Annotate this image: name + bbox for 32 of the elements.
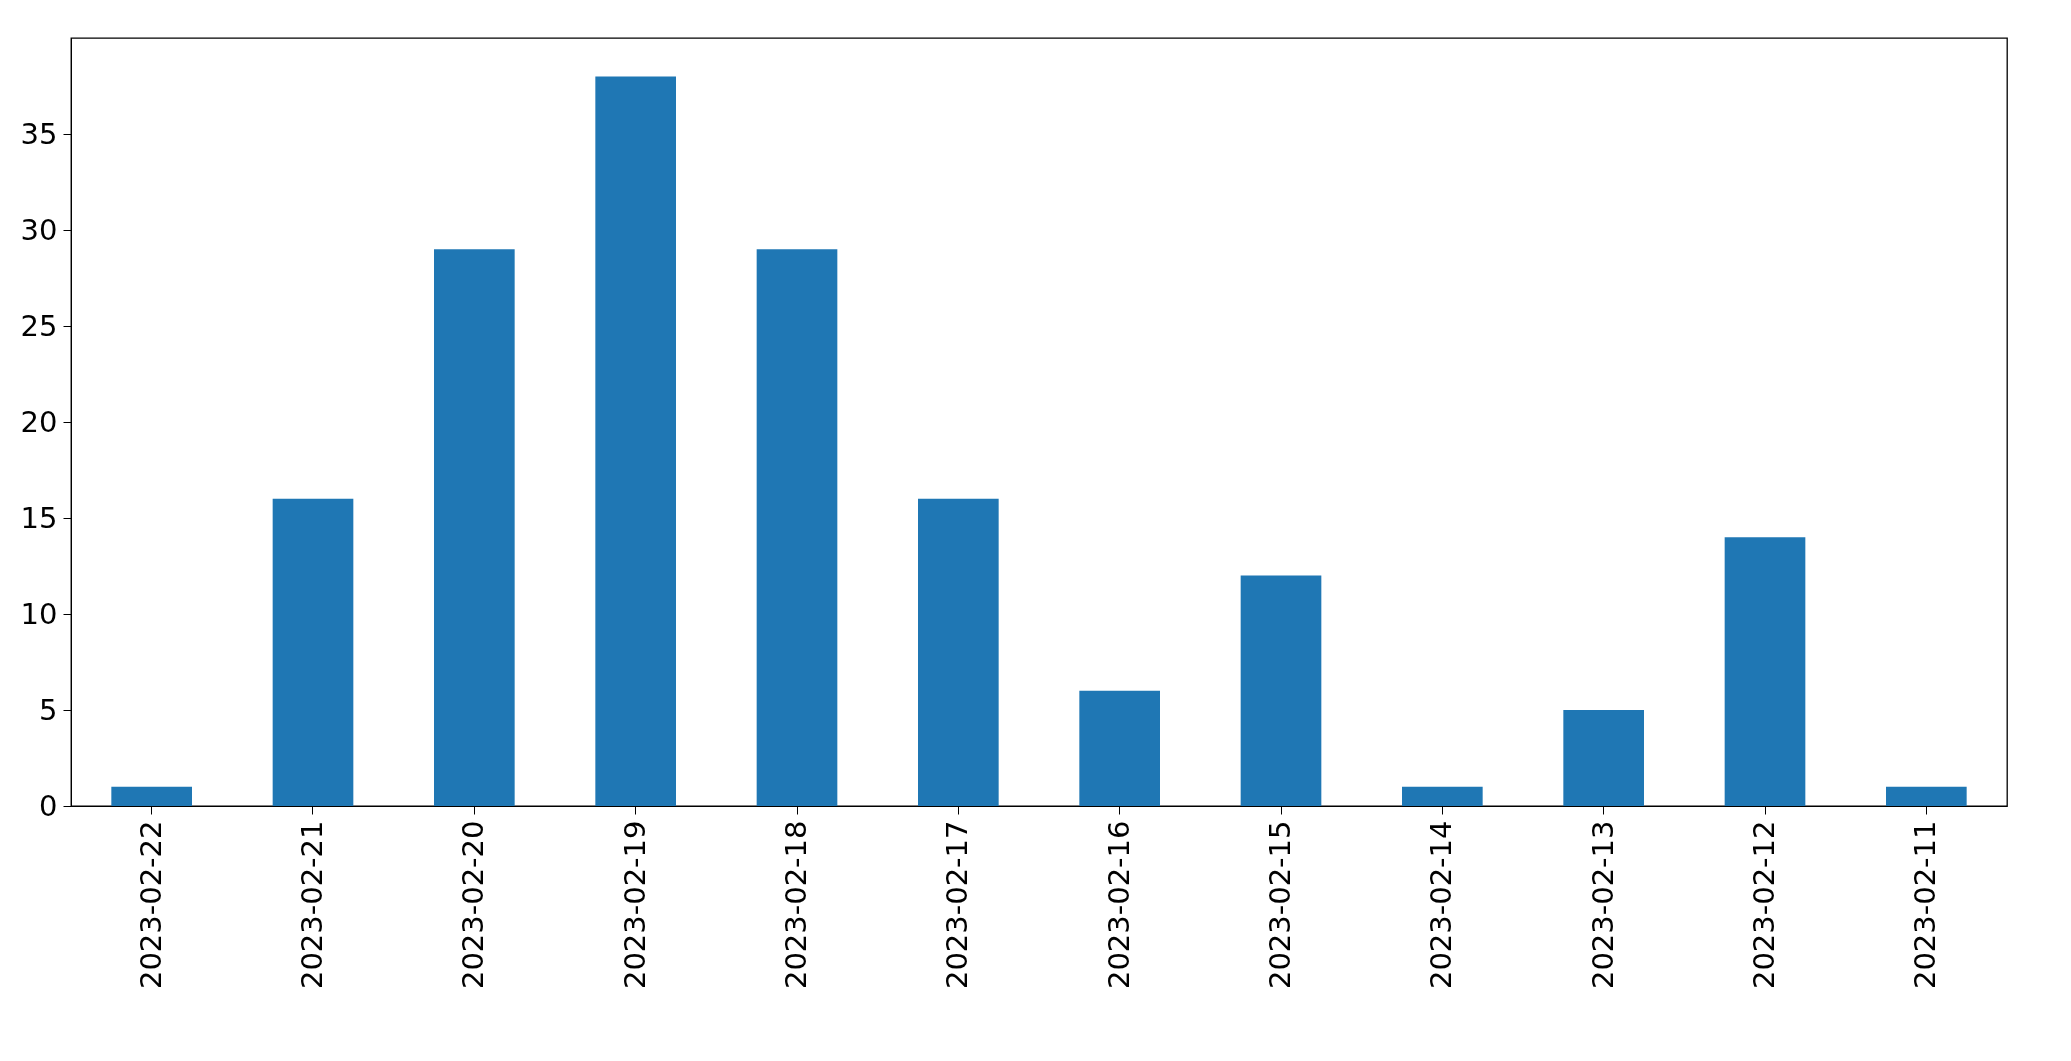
y-tick-label: 5 <box>39 692 58 727</box>
y-tick-label: 35 <box>20 116 58 151</box>
bar <box>756 249 838 806</box>
y-tick-label: 20 <box>20 404 58 439</box>
bar <box>1240 575 1322 806</box>
bar <box>1886 786 1967 806</box>
bar <box>272 498 354 806</box>
y-tick-label: 30 <box>20 212 58 247</box>
y-tick-label: 25 <box>20 308 58 343</box>
x-tick-label: 2023-02-11 <box>1908 820 1943 990</box>
bar <box>111 786 192 806</box>
x-tick-label: 2023-02-22 <box>133 820 168 990</box>
bar <box>918 498 999 806</box>
bar <box>595 76 676 806</box>
x-tick-label: 2023-02-20 <box>456 820 491 990</box>
bar <box>1563 710 1644 806</box>
x-tick-label: 2023-02-21 <box>295 820 329 990</box>
x-tick-label: 2023-02-16 <box>1101 820 1136 990</box>
bar <box>1724 537 1806 806</box>
y-tick-label: 0 <box>39 788 58 823</box>
x-tick-label: 2023-02-17 <box>940 820 975 990</box>
bar <box>1079 690 1160 806</box>
x-tick-label: 2023-02-12 <box>1747 820 1781 990</box>
bar <box>1402 786 1483 806</box>
y-tick-label: 10 <box>20 596 58 631</box>
bar <box>434 249 515 806</box>
x-tick-label: 2023-02-14 <box>1424 820 1459 990</box>
y-tick-label: 15 <box>20 500 58 535</box>
x-tick-label: 2023-02-13 <box>1585 820 1620 990</box>
x-tick-label: 2023-02-18 <box>779 820 813 990</box>
x-tick-label: 2023-02-15 <box>1263 820 1297 990</box>
x-tick-label: 2023-02-19 <box>617 820 652 990</box>
